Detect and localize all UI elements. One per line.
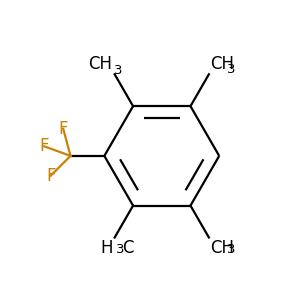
Text: H: H [101,239,113,257]
Text: F: F [58,120,68,138]
Text: CH: CH [88,55,112,73]
Text: 3: 3 [227,63,236,76]
Text: CH: CH [210,239,234,257]
Text: C: C [122,239,134,257]
Text: 3: 3 [227,243,236,256]
Text: CH: CH [210,55,234,73]
Text: F: F [40,137,49,155]
Text: F: F [46,167,56,185]
Text: 3: 3 [116,243,124,256]
Text: 3: 3 [113,64,122,76]
